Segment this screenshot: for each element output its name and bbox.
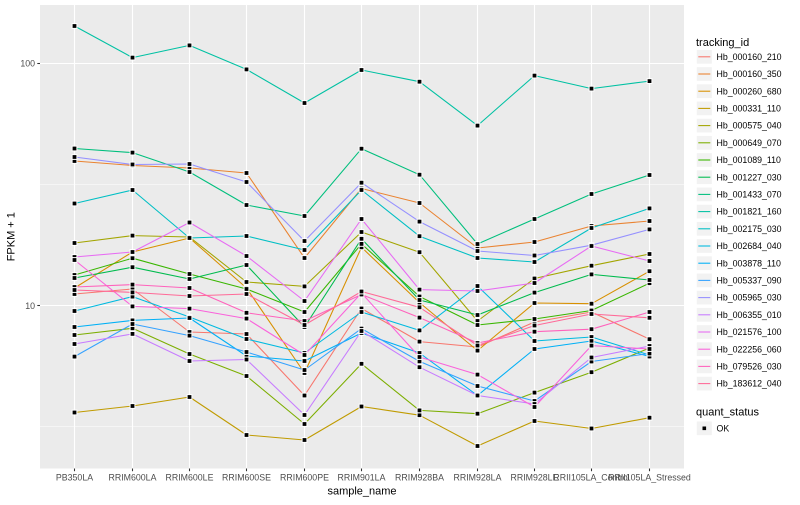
svg-text:Hb_183612_040: Hb_183612_040 xyxy=(717,379,782,389)
svg-text:Hb_005965_030: Hb_005965_030 xyxy=(717,293,782,303)
svg-text:RRIM901LA: RRIM901LA xyxy=(338,473,386,483)
svg-text:RRII105LA_Stressed: RRII105LA_Stressed xyxy=(608,473,691,483)
svg-text:OK: OK xyxy=(717,423,730,433)
svg-text:Hb_002175_030: Hb_002175_030 xyxy=(717,224,782,234)
svg-text:Hb_079526_030: Hb_079526_030 xyxy=(717,362,782,372)
svg-text:Hb_000160_350: Hb_000160_350 xyxy=(717,69,782,79)
svg-text:Hb_000575_040: Hb_000575_040 xyxy=(717,121,782,131)
svg-text:RRII105LA_Control: RRII105LA_Control xyxy=(553,473,629,483)
svg-text:RRIM928BA: RRIM928BA xyxy=(395,473,444,483)
svg-text:Hb_005337_090: Hb_005337_090 xyxy=(717,276,782,286)
svg-text:RRIM928LE: RRIM928LE xyxy=(511,473,559,483)
svg-text:RRIM928LA: RRIM928LA xyxy=(454,473,502,483)
svg-text:Hb_001433_070: Hb_001433_070 xyxy=(717,190,782,200)
svg-text:Hb_000331_110: Hb_000331_110 xyxy=(717,104,782,114)
svg-text:RRIM600LE: RRIM600LE xyxy=(166,473,214,483)
svg-text:FPKM + 1: FPKM + 1 xyxy=(6,212,18,261)
svg-text:10: 10 xyxy=(25,301,35,311)
svg-text:Hb_006355_010: Hb_006355_010 xyxy=(717,310,782,320)
svg-text:100: 100 xyxy=(20,58,35,68)
svg-text:RRIM600PE: RRIM600PE xyxy=(280,473,329,483)
svg-text:tracking_id: tracking_id xyxy=(696,37,749,49)
svg-text:Hb_003878_110: Hb_003878_110 xyxy=(717,258,782,268)
svg-text:RRIM600LA: RRIM600LA xyxy=(109,473,157,483)
svg-text:Hb_001089_110: Hb_001089_110 xyxy=(717,155,782,165)
svg-text:Hb_021576_100: Hb_021576_100 xyxy=(717,327,782,337)
svg-text:Hb_000260_680: Hb_000260_680 xyxy=(717,86,782,96)
svg-text:Hb_000649_070: Hb_000649_070 xyxy=(717,138,782,148)
svg-text:Hb_022256_060: Hb_022256_060 xyxy=(717,344,782,354)
svg-text:RRIM600SE: RRIM600SE xyxy=(222,473,271,483)
svg-text:Hb_000160_210: Hb_000160_210 xyxy=(717,52,782,62)
svg-text:quant_status: quant_status xyxy=(696,407,759,419)
svg-text:PB350LA: PB350LA xyxy=(56,473,93,483)
svg-text:Hb_002684_040: Hb_002684_040 xyxy=(717,241,782,251)
svg-text:Hb_001227_030: Hb_001227_030 xyxy=(717,172,782,182)
svg-text:sample_name: sample_name xyxy=(327,486,396,498)
svg-text:Hb_001821_160: Hb_001821_160 xyxy=(717,207,782,217)
